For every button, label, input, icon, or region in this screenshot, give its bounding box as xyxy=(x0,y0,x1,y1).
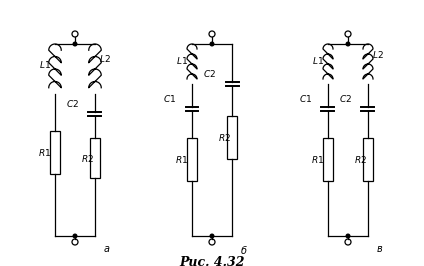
Text: $L1$: $L1$ xyxy=(312,55,324,65)
Circle shape xyxy=(346,234,350,238)
Text: $L2$: $L2$ xyxy=(99,53,111,64)
Text: $R2$: $R2$ xyxy=(218,132,231,143)
Text: $R1$: $R1$ xyxy=(175,154,188,165)
Text: $C2$: $C2$ xyxy=(339,93,352,104)
Bar xyxy=(187,138,197,181)
Circle shape xyxy=(346,42,350,46)
Circle shape xyxy=(210,234,214,238)
Text: $C2$: $C2$ xyxy=(66,98,79,109)
Text: $а$: $а$ xyxy=(103,244,110,254)
Text: $в$: $в$ xyxy=(376,244,383,254)
Text: $R2$: $R2$ xyxy=(354,154,367,165)
Bar xyxy=(90,138,100,178)
Circle shape xyxy=(73,42,77,46)
Text: $L1$: $L1$ xyxy=(39,60,51,70)
Text: $L2$: $L2$ xyxy=(372,48,384,60)
Text: $L1$: $L1$ xyxy=(176,55,188,65)
Bar xyxy=(227,116,237,159)
Text: $R2$: $R2$ xyxy=(81,152,94,164)
Bar xyxy=(50,131,60,174)
Text: $R1$: $R1$ xyxy=(38,147,51,158)
Text: $б$: $б$ xyxy=(240,244,248,256)
Circle shape xyxy=(210,42,214,46)
Bar xyxy=(323,138,333,181)
Text: $R1$: $R1$ xyxy=(311,154,324,165)
Circle shape xyxy=(73,234,77,238)
Bar xyxy=(363,138,373,181)
Text: $C1$: $C1$ xyxy=(299,93,312,104)
Text: $C1$: $C1$ xyxy=(163,93,176,104)
Text: Рис. 4.32: Рис. 4.32 xyxy=(179,256,245,266)
Text: $C2$: $C2$ xyxy=(203,68,216,79)
